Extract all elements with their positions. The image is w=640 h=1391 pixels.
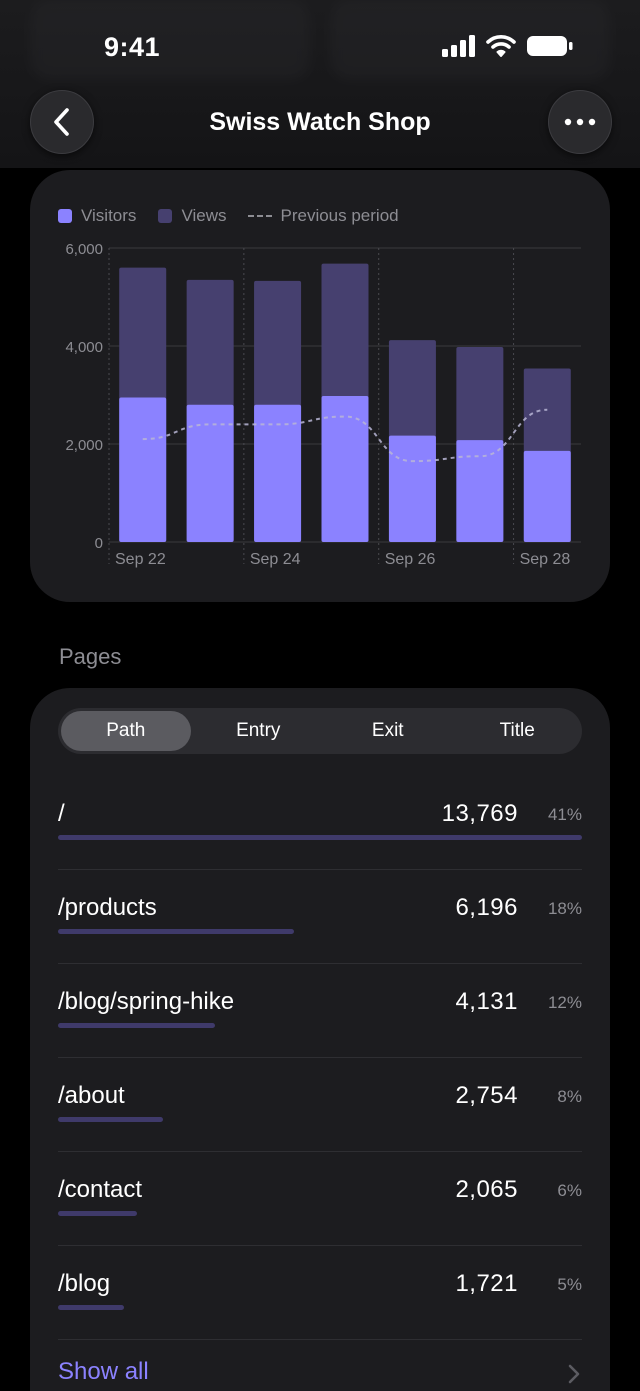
tab-title[interactable]: Title [499,720,535,741]
pages-card: Path Entry Exit Title / 13,769 41% /product… [30,688,610,1391]
page-count: 2,754 [455,1082,518,1109]
page-share-bar [58,1117,163,1122]
legend-views: Views [158,206,226,226]
bar-visitors [321,395,369,542]
tab-path[interactable]: Path [61,711,191,751]
table-row[interactable]: /about 2,754 8% [58,1058,582,1152]
navigation-header [0,0,640,168]
table-row[interactable]: / 13,769 41% [58,776,582,870]
bar-visitors [523,450,571,542]
previous-period-line [142,408,548,463]
y-tick-label: 4,000 [65,339,103,356]
page-title: Swiss Watch Shop [209,108,431,136]
legend-label-previous-period: Previous period [280,206,399,225]
page-percent: 5% [557,1275,582,1294]
page-percent: 8% [557,1087,582,1106]
chevron-left-icon [54,108,69,136]
page-count: 6,196 [455,894,518,921]
row-divider [58,1245,582,1246]
table-row[interactable]: /blog/spring-hike 4,131 12% [58,964,582,1058]
tab-exit[interactable]: Exit [371,720,404,741]
section-title-pages: Pages [59,644,122,669]
bar-chart: 0 2,000 4,000 6,000 Sep 22 Sep 24 Sep 26 Sep 28 [65,241,581,568]
y-tick-label: 0 [95,535,103,552]
page-path: / [58,800,65,827]
ellipsis-icon [564,118,596,126]
legend-swatch-previous-period [248,215,273,217]
page-percent: 6% [557,1181,582,1200]
table-row[interactable]: /contact 2,065 6% [58,1152,582,1246]
row-divider [58,1151,582,1152]
y-tick-label: 2,000 [65,437,103,454]
x-tick-label: Sep 24 [250,551,301,568]
bar-visitors [254,404,302,542]
bar-visitors [456,440,504,542]
table-row[interactable]: /products 6,196 18% [58,870,582,964]
page-count: 1,721 [455,1270,518,1297]
wifi-icon [486,35,516,57]
x-tick-label: Sep 26 [385,551,436,568]
y-tick-label: 6,000 [65,241,103,258]
row-divider [58,1057,582,1058]
page-share-bar [58,1211,137,1216]
row-divider [58,1339,582,1340]
page-count: 13,769 [441,800,518,827]
more-options-button[interactable] [548,90,612,154]
legend-label-views: Views [181,206,227,225]
legend-swatch-visitors [58,209,72,223]
legend-previous-period: Previous period [248,206,399,226]
page-share-bar [58,929,294,934]
x-tick-label: Sep 22 [115,551,166,568]
page-path: /about [58,1082,125,1109]
legend-label-visitors: Visitors [81,206,137,225]
page-path: /contact [58,1176,143,1203]
bar-visitors [388,435,436,542]
page-path: /products [58,894,157,921]
row-divider [58,869,582,870]
table-row[interactable]: /blog 1,721 5% [58,1246,582,1340]
show-all-link[interactable]: Show all [58,1358,149,1385]
bar-visitors [119,397,167,542]
tab-entry[interactable]: Entry [236,720,281,741]
page-percent: 41% [547,805,582,824]
page-share-bar [58,1023,215,1028]
pages-segmented-control: Path Entry Exit Title [58,708,582,754]
page-percent: 18% [547,899,582,918]
chart-legend: Visitors Views Previous period [58,206,421,226]
cellular-signal-icon [442,35,475,57]
traffic-chart-card: Visitors Views Previous period 0 2,000 4,0… [30,170,610,602]
battery-icon [527,36,573,56]
page-percent: 12% [547,993,582,1012]
bar-visitors [186,404,234,542]
scrolled-content-behind-header [0,0,640,168]
page-share-bar [58,835,582,840]
page-path: /blog [58,1270,111,1297]
row-divider [58,963,582,964]
page-count: 2,065 [455,1176,518,1203]
status-time: 9:41 [104,32,161,62]
legend-visitors: Visitors [58,206,136,226]
chevron-right-icon[interactable] [568,1364,580,1384]
page-count: 4,131 [455,988,518,1015]
page-share-bar [58,1305,124,1310]
back-button[interactable] [30,90,94,154]
legend-swatch-views [158,209,173,223]
x-tick-label: Sep 28 [520,551,571,568]
page-path: /blog/spring-hike [58,988,235,1015]
status-icons [442,34,574,58]
